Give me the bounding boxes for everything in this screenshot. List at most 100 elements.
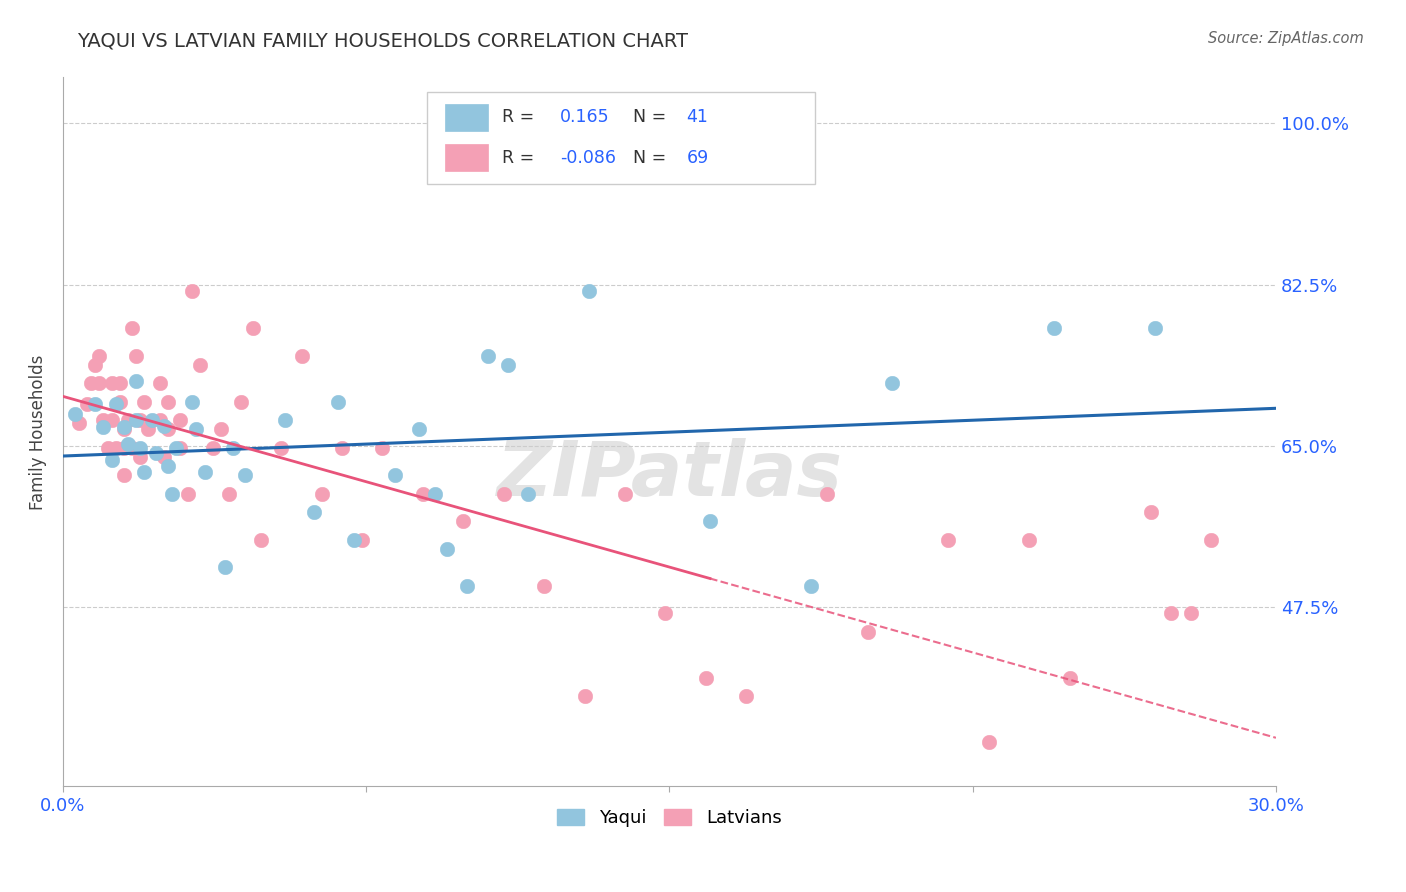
Point [112, 422, 135, 436]
Point [938, 533, 960, 547]
Point [436, 541, 458, 556]
Point [574, 690, 596, 704]
Point [290, 349, 312, 363]
Point [100, 376, 122, 391]
Point [1160, 607, 1182, 621]
Point [89, 376, 111, 391]
Point [104, 397, 127, 411]
Point [153, 418, 176, 433]
Point [1059, 671, 1081, 685]
Point [193, 465, 215, 479]
FancyBboxPatch shape [427, 92, 815, 184]
Point [326, 394, 349, 409]
Point [149, 413, 172, 427]
Point [201, 441, 224, 455]
Point [755, 827, 778, 841]
Point [67, 416, 90, 430]
Point [695, 671, 717, 685]
Point [352, 533, 374, 547]
Point [63, 407, 86, 421]
Point [89, 349, 111, 363]
Point [157, 422, 180, 436]
Point [977, 735, 1000, 749]
Point [453, 514, 475, 528]
Point [84, 397, 107, 411]
Point [157, 394, 180, 409]
Point [136, 422, 159, 436]
Point [93, 413, 115, 427]
Point [412, 486, 434, 500]
Point [160, 486, 183, 500]
Point [169, 441, 191, 455]
Point [214, 560, 236, 574]
Point [190, 358, 212, 372]
Point [654, 607, 676, 621]
FancyBboxPatch shape [446, 145, 488, 171]
Point [93, 420, 115, 434]
Point [145, 446, 167, 460]
Point [1099, 855, 1122, 869]
Point [165, 441, 187, 455]
Point [117, 437, 139, 451]
Point [96, 441, 118, 455]
Point [76, 397, 98, 411]
Point [699, 514, 721, 528]
Point [186, 422, 208, 436]
FancyBboxPatch shape [446, 103, 488, 130]
Point [112, 441, 135, 455]
Text: ZIPatlas: ZIPatlas [496, 437, 842, 511]
Point [330, 441, 353, 455]
Point [125, 374, 148, 388]
Point [233, 468, 256, 483]
Point [108, 376, 131, 391]
Point [177, 486, 200, 500]
Point [1119, 837, 1142, 851]
Text: YAQUI VS LATVIAN FAMILY HOUSEHOLDS CORRELATION CHART: YAQUI VS LATVIAN FAMILY HOUSEHOLDS CORRE… [77, 31, 689, 50]
Point [169, 413, 191, 427]
Point [132, 394, 155, 409]
Text: N =: N = [633, 108, 672, 126]
Point [1143, 321, 1166, 335]
Point [209, 422, 232, 436]
Point [735, 690, 758, 704]
Point [614, 486, 637, 500]
Point [1042, 321, 1064, 335]
Point [218, 486, 240, 500]
Text: 69: 69 [686, 149, 709, 167]
Point [104, 441, 127, 455]
Point [274, 413, 297, 427]
Legend: Yaqui, Latvians: Yaqui, Latvians [550, 802, 789, 834]
Point [84, 358, 107, 372]
Text: -0.086: -0.086 [561, 149, 616, 167]
Point [121, 321, 143, 335]
Point [456, 579, 478, 593]
Point [229, 394, 252, 409]
Point [1201, 533, 1223, 547]
Point [128, 413, 150, 427]
Point [117, 413, 139, 427]
Point [371, 441, 394, 455]
Point [302, 505, 325, 519]
Point [856, 624, 879, 639]
Y-axis label: Family Households: Family Households [30, 354, 46, 509]
Point [311, 486, 333, 500]
Point [153, 450, 176, 464]
Point [100, 413, 122, 427]
Point [112, 420, 135, 434]
Point [181, 284, 204, 298]
Point [1018, 533, 1040, 547]
Point [157, 458, 180, 473]
Point [128, 450, 150, 464]
Point [141, 413, 163, 427]
Point [149, 376, 172, 391]
Point [181, 394, 204, 409]
Point [112, 468, 135, 483]
Text: R =: R = [502, 108, 540, 126]
Point [128, 441, 150, 455]
Point [423, 486, 446, 500]
Point [880, 376, 903, 391]
Text: 0.165: 0.165 [561, 108, 610, 126]
Text: N =: N = [633, 149, 672, 167]
Point [132, 465, 155, 479]
Point [776, 837, 799, 851]
